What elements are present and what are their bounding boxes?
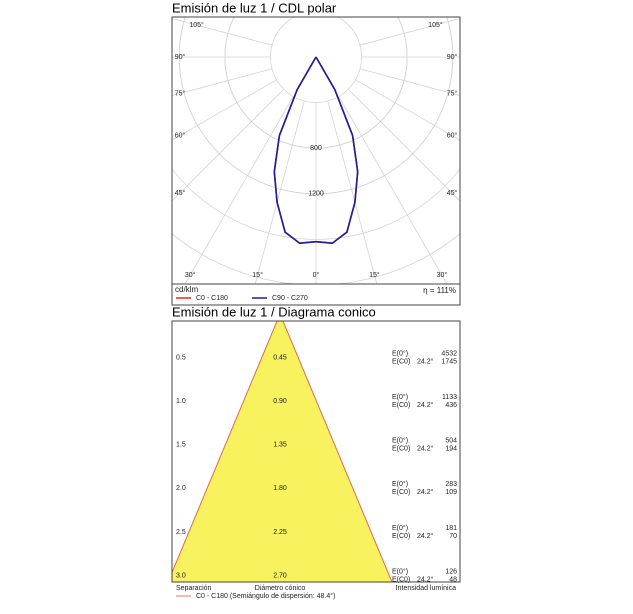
angle-label: 75°: [175, 89, 186, 97]
half-angle-label: 24.2°: [417, 532, 434, 540]
efficiency-label: η = 111%: [423, 286, 456, 295]
angle-label: 30°: [185, 271, 196, 279]
half-angle-label: 24.2°: [417, 357, 434, 365]
intensity-curve: [315, 56, 359, 245]
e0-label: E(0°): [392, 437, 408, 445]
e0-label: E(0°): [392, 349, 408, 357]
ec0-label: E(C0): [392, 489, 410, 496]
separation-label: 2.5: [176, 529, 186, 536]
ec0-value: 70: [449, 533, 457, 540]
angle-label: 60°: [447, 131, 458, 139]
ec0-label: E(C0): [392, 533, 410, 540]
e0-value: 126: [445, 568, 457, 575]
intensity-curve: [273, 56, 317, 245]
half-angle-label: 24.2°: [417, 488, 434, 496]
e0-value: 504: [445, 438, 457, 445]
e0-label: E(0°): [392, 567, 408, 575]
ec0-value: 48: [449, 576, 457, 583]
cone-area: [172, 321, 393, 582]
grid-spoke: [172, 88, 285, 202]
diameter-label: 2.25: [273, 529, 287, 536]
half-angle-label: 24.2°: [417, 575, 434, 583]
e0-value: 4532: [441, 350, 457, 357]
grid-spoke: [184, 96, 294, 284]
grid-spoke: [172, 18, 273, 46]
grid-spoke: [359, 18, 460, 46]
cone-frame: [171, 320, 461, 583]
legend-label: C0 - C180 (Semiángulo de dispersión: 48.…: [196, 592, 335, 600]
separation-label: 3.0: [176, 572, 186, 579]
angle-label: 45°: [447, 189, 458, 197]
angle-label: 90°: [447, 53, 458, 61]
diameter-label: 0.90: [273, 398, 287, 405]
polar-curves: [273, 56, 359, 245]
ec0-label: E(C0): [392, 446, 410, 453]
separation-label: 2.0: [176, 485, 186, 492]
angle-label: 75°: [447, 89, 458, 97]
r-tick-label: 800: [310, 145, 322, 152]
diameter-label: 0.45: [273, 354, 287, 361]
angle-label: 105°: [189, 21, 204, 29]
ec0-value: 436: [445, 402, 457, 409]
separation-label: 1.0: [176, 398, 186, 405]
polar-grid: [172, 17, 460, 284]
column-label: Separación: [176, 585, 212, 592]
polar-frame: [171, 16, 461, 306]
labels: Emisión de luz 1 / CDL polar 800 1200 0° 15°…: [172, 0, 457, 599]
angle-label: 90°: [175, 53, 186, 61]
r-tick-label: 1200: [308, 191, 324, 198]
grid-spoke: [327, 100, 378, 284]
ec0-label: E(C0): [392, 576, 410, 583]
ec0-value: 109: [445, 489, 457, 496]
ec0-label: E(C0): [392, 402, 410, 409]
beam-cone: [172, 321, 393, 582]
column-label: Intensidad lumínica: [396, 585, 456, 592]
e0-label: E(0°): [392, 524, 408, 532]
angle-label: 105°: [428, 21, 443, 29]
angle-label: 0°: [313, 271, 320, 279]
diameter-label: 1.35: [273, 442, 287, 449]
ec0-label: E(C0): [392, 358, 410, 365]
half-angle-label: 24.2°: [417, 401, 434, 409]
angle-label: 15°: [369, 271, 380, 279]
legend-label: C0 - C180: [196, 295, 228, 302]
grid-spoke: [359, 68, 460, 96]
angle-label: 45°: [175, 189, 186, 197]
diameter-label: 1.80: [273, 485, 287, 492]
ec0-value: 1745: [441, 358, 457, 365]
grid-spoke: [338, 96, 448, 284]
e0-value: 181: [445, 525, 457, 532]
e0-value: 283: [445, 481, 457, 488]
chart-title: Emisión de luz 1 / CDL polar: [172, 0, 337, 15]
legend-label: C90 - C270: [272, 295, 308, 302]
e0-label: E(0°): [392, 393, 408, 401]
grid-spoke: [172, 79, 277, 141]
grid-spoke: [355, 79, 460, 141]
separation-label: 0.5: [176, 354, 186, 361]
unit-label: cd/klm: [175, 285, 198, 294]
angle-label: 60°: [175, 131, 186, 139]
chart-title: Emisión de luz 1 / Diagrama conico: [172, 304, 376, 319]
angle-label: 30°: [437, 271, 448, 279]
grid-spoke: [172, 68, 273, 96]
column-label: Diámetro cónico: [255, 585, 306, 592]
ec0-value: 194: [445, 446, 457, 453]
separation-label: 1.5: [176, 442, 186, 449]
half-angle-label: 24.2°: [417, 445, 434, 453]
e0-label: E(0°): [392, 480, 408, 488]
grid-spoke: [254, 100, 305, 284]
diameter-label: 2.70: [273, 572, 287, 579]
angle-label: 15°: [252, 271, 263, 279]
e0-value: 1133: [442, 394, 457, 401]
grid-spoke: [347, 88, 460, 202]
